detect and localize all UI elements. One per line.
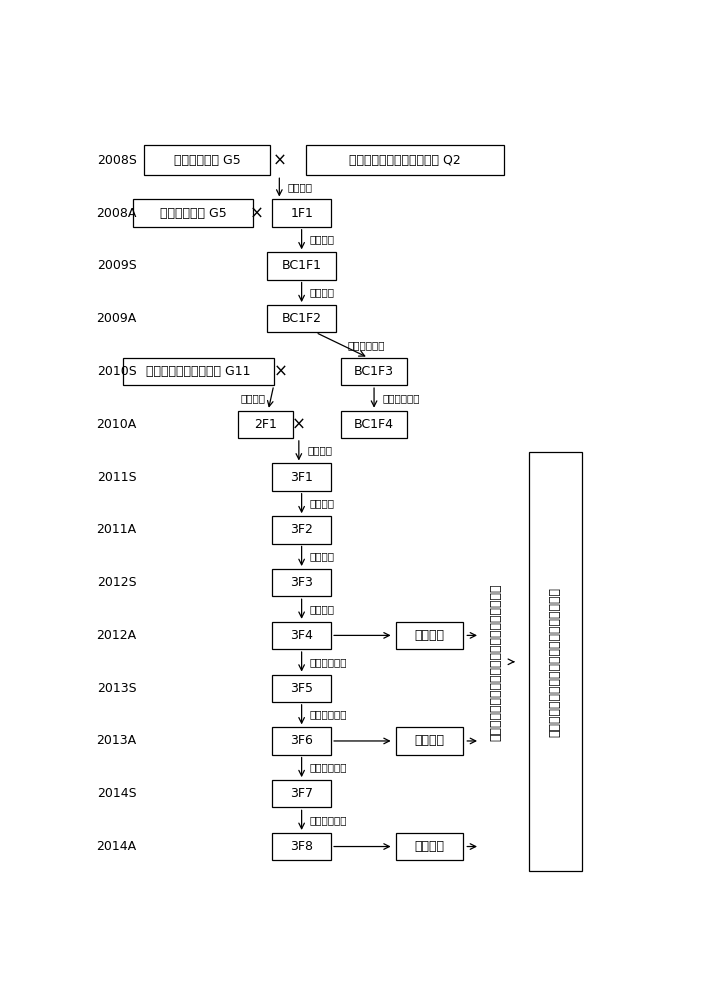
FancyBboxPatch shape — [267, 305, 336, 332]
FancyBboxPatch shape — [145, 145, 270, 175]
Text: 2013A: 2013A — [96, 734, 137, 747]
FancyBboxPatch shape — [273, 199, 331, 227]
FancyBboxPatch shape — [273, 463, 331, 491]
Text: 择优杂交: 择优杂交 — [240, 393, 265, 403]
Text: 2014A: 2014A — [96, 840, 137, 853]
Text: BC1F4: BC1F4 — [354, 418, 394, 431]
Text: 单株混合选择: 单株混合选择 — [310, 710, 347, 720]
Text: 不受环境影响的菜葥直立紧凑型种质种质资源: 不受环境影响的菜葥直立紧凑型种质种质资源 — [549, 587, 562, 737]
FancyBboxPatch shape — [273, 833, 331, 860]
Text: 2010A: 2010A — [96, 418, 137, 431]
Text: 单株混合选择: 单株混合选择 — [383, 393, 420, 403]
Text: 3F6: 3F6 — [290, 734, 313, 747]
Text: 待测种质: 待测种质 — [415, 734, 445, 747]
FancyBboxPatch shape — [396, 727, 463, 755]
Text: 单株选择: 单株选择 — [310, 604, 335, 614]
Text: 2013S: 2013S — [97, 682, 137, 695]
Text: 单株混合选择: 单株混合选择 — [310, 815, 347, 825]
Text: 2012A: 2012A — [96, 629, 137, 642]
Text: 3F7: 3F7 — [290, 787, 313, 800]
Text: 2009S: 2009S — [97, 259, 137, 272]
FancyBboxPatch shape — [528, 452, 582, 871]
FancyBboxPatch shape — [124, 358, 274, 385]
Text: 2F1: 2F1 — [254, 418, 277, 431]
Text: 择优杂交: 择优杂交 — [288, 182, 313, 192]
Text: 3F3: 3F3 — [290, 576, 313, 589]
Text: 2011A: 2011A — [96, 523, 137, 536]
Text: 2012S: 2012S — [97, 576, 137, 589]
Text: 择优杂交: 择优杂交 — [307, 446, 332, 456]
Text: 混合选择: 混合选择 — [310, 498, 335, 508]
Text: 苏州青类型普通白菜自交系 Q2: 苏州青类型普通白菜自交系 Q2 — [349, 154, 461, 167]
Text: BC1F3: BC1F3 — [354, 365, 394, 378]
Text: ×: × — [250, 204, 264, 222]
Text: 菜薹常规品种 G5: 菜薹常规品种 G5 — [160, 207, 226, 220]
Text: BC1F1: BC1F1 — [282, 259, 321, 272]
Text: 高温季节和适宜季节种植观测各项指标互相比较: 高温季节和适宜季节种植观测各项指标互相比较 — [489, 583, 502, 741]
Text: 3F8: 3F8 — [290, 840, 313, 853]
Text: ×: × — [273, 362, 288, 380]
Text: BC1F2: BC1F2 — [282, 312, 321, 325]
Text: 1F1: 1F1 — [290, 207, 313, 220]
Text: 2009A: 2009A — [96, 312, 137, 325]
Text: 2014S: 2014S — [97, 787, 137, 800]
Text: 3F4: 3F4 — [290, 629, 313, 642]
Text: 2010S: 2010S — [97, 365, 137, 378]
FancyBboxPatch shape — [341, 358, 408, 385]
Text: 2008S: 2008S — [96, 154, 137, 167]
Text: 单株混合选择: 单株混合选择 — [347, 340, 385, 350]
Text: 3F5: 3F5 — [290, 682, 313, 695]
Text: 菜薹常规品种 G5: 菜薹常规品种 G5 — [173, 154, 240, 167]
Text: 择优回交: 择优回交 — [310, 235, 335, 245]
FancyBboxPatch shape — [273, 569, 331, 596]
Text: 3F2: 3F2 — [290, 523, 313, 536]
FancyBboxPatch shape — [273, 727, 331, 755]
FancyBboxPatch shape — [267, 252, 336, 280]
Text: 2011S: 2011S — [97, 471, 137, 484]
Text: 单株混合选择: 单株混合选择 — [310, 762, 347, 772]
FancyBboxPatch shape — [273, 780, 331, 807]
FancyBboxPatch shape — [237, 411, 293, 438]
FancyBboxPatch shape — [396, 622, 463, 649]
Text: ×: × — [292, 415, 306, 433]
FancyBboxPatch shape — [341, 411, 408, 438]
Text: 待测种质: 待测种质 — [415, 840, 445, 853]
FancyBboxPatch shape — [133, 199, 253, 227]
Text: 3F1: 3F1 — [290, 471, 313, 484]
FancyBboxPatch shape — [273, 516, 331, 544]
Text: ×: × — [273, 151, 286, 169]
Text: 单株混合选择: 单株混合选择 — [310, 657, 347, 667]
FancyBboxPatch shape — [306, 145, 503, 175]
Text: 待测种质: 待测种质 — [415, 629, 445, 642]
FancyBboxPatch shape — [396, 833, 463, 860]
FancyBboxPatch shape — [273, 622, 331, 649]
Text: 2008A: 2008A — [96, 207, 137, 220]
Text: 苏州青类型菜薹自交系 G11: 苏州青类型菜薹自交系 G11 — [146, 365, 251, 378]
Text: 单株选择: 单株选择 — [310, 551, 335, 561]
Text: 混合选择: 混合选择 — [310, 287, 335, 297]
FancyBboxPatch shape — [273, 675, 331, 702]
